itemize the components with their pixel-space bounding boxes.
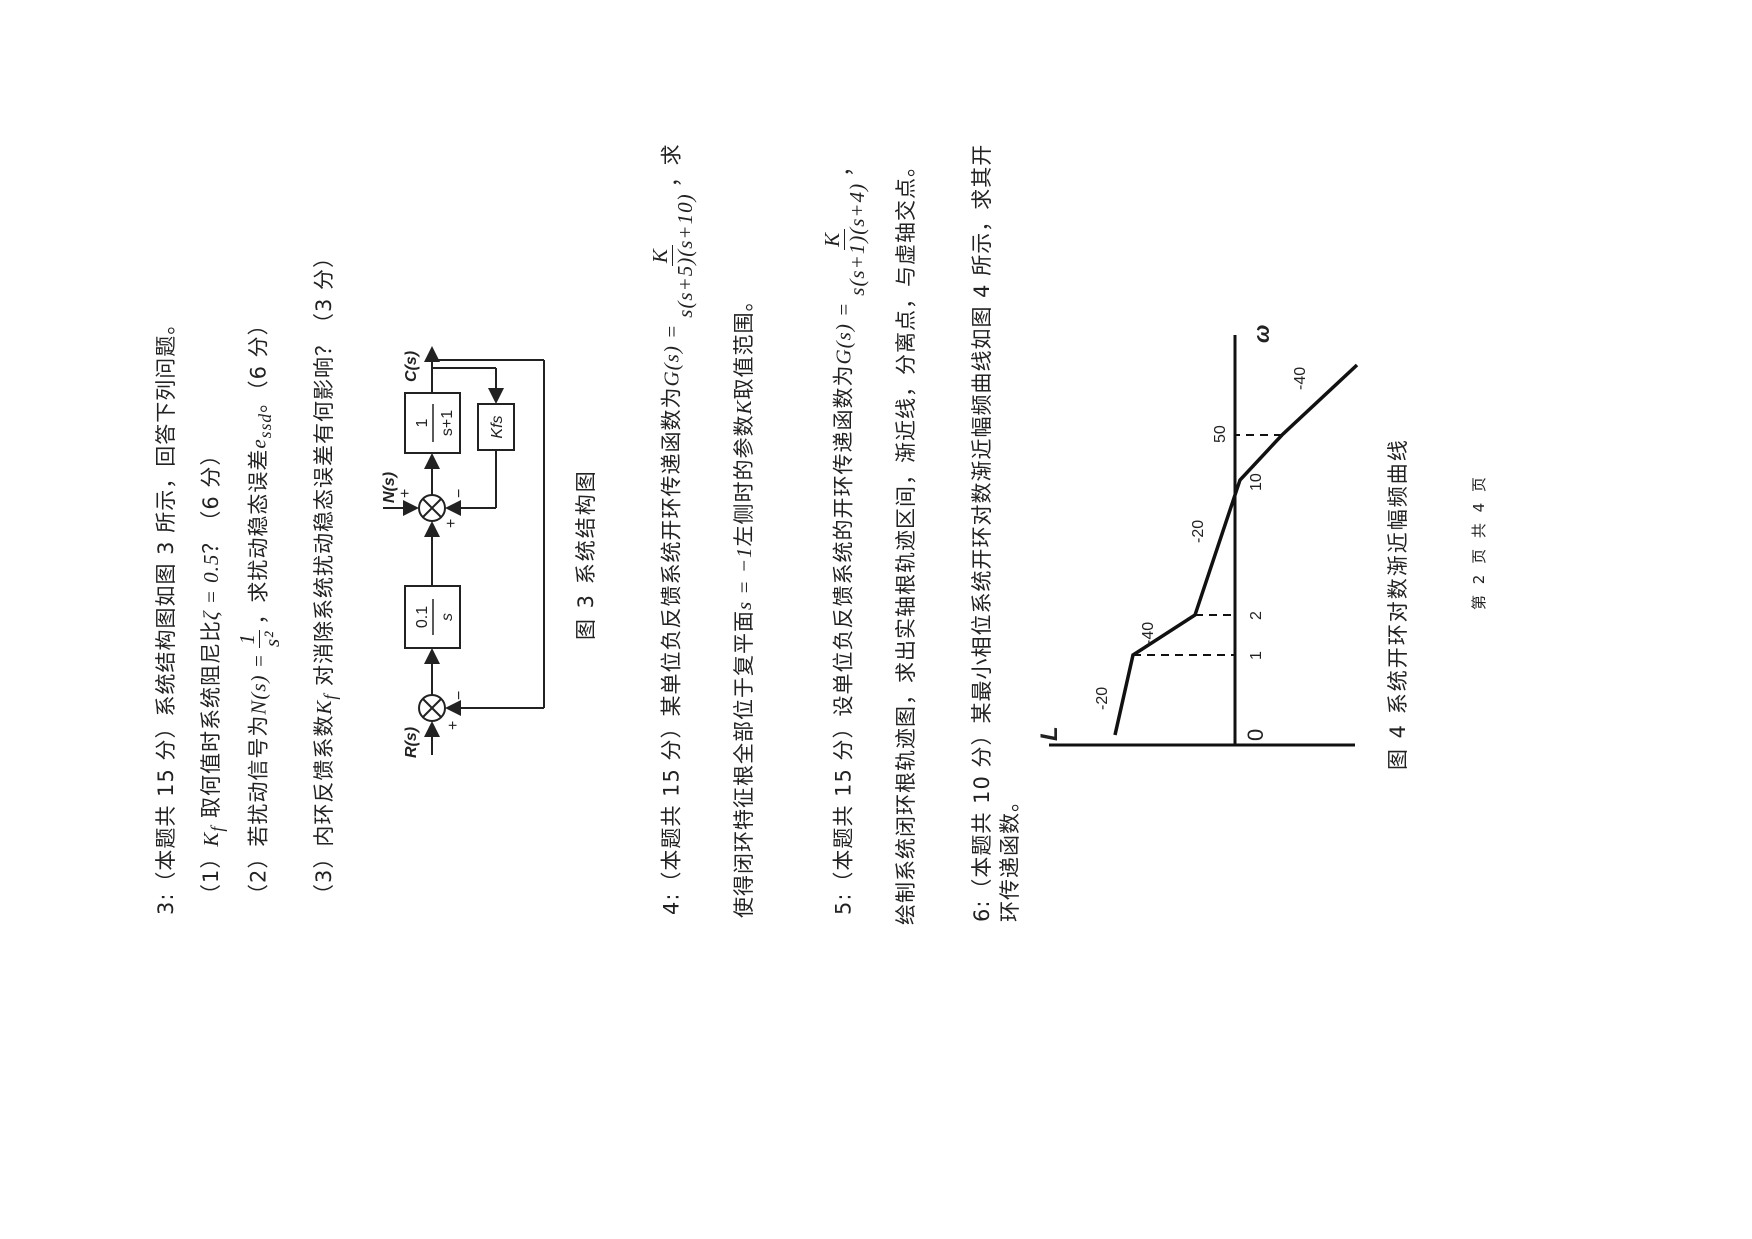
- omega-axis-label: ω: [1249, 325, 1274, 343]
- c-signal-label: C(s): [403, 351, 420, 382]
- figure-4-bode-plot: L 0 ω 1 2 10 50 -20 -40 -20 -40: [1035, 325, 1375, 765]
- q6-line1: 6:（本题共 10 分）某最小相位系统开环对数渐近幅频曲线如图 4 所示，求其开: [970, 143, 994, 922]
- q3-intro: 3:（本题共 15 分）系统结构图如图 3 所示，回答下列问题。: [154, 312, 178, 915]
- g2-denominator: s+1: [439, 410, 456, 436]
- sum1-plus: +: [445, 721, 462, 730]
- g1-numerator: 0.1: [414, 606, 431, 628]
- slope-label-4: -40: [1292, 367, 1309, 390]
- q5-line2: 绘制系统闭环根轨迹图，求出实轴根轨迹区间，渐近线，分离点，与虚轴交点。: [894, 155, 918, 925]
- slope-label-1: -20: [1094, 687, 1111, 710]
- bode-chart: L 0 ω 1 2 10 50 -20 -40 -20 -40: [1036, 325, 1359, 747]
- kf-block-label: Kfs: [489, 415, 506, 438]
- q3-part2: （2）若扰动信号为N(s) = 1 s² ，求扰动稳态误差essd。（6 分）: [235, 313, 285, 905]
- sum1-minus: −: [451, 691, 468, 700]
- figure-4-caption: 图 4 系统开环对数渐近幅频曲线: [1386, 438, 1410, 770]
- r-signal-label: R(s): [403, 727, 420, 758]
- q3-part3: （3）内环反馈系数Kf 对消除系统扰动稳态误差有何影响？（3 分）: [312, 246, 341, 905]
- tick-10: 10: [1248, 473, 1265, 491]
- sum2-plus-top: +: [397, 489, 414, 498]
- tick-1: 1: [1248, 651, 1265, 660]
- tick-2: 2: [1248, 611, 1265, 620]
- sum2-minus: −: [451, 489, 468, 498]
- q3-part1: （1）Kf 取何值时系统阻尼比ζ = 0.5？（6 分）: [199, 443, 228, 905]
- q4-line2: 使得闭环特征根全部位于复平面s = −1左侧时的参数K取值范围。: [732, 289, 756, 918]
- page-footer: 第 2 页 共 4 页: [1470, 474, 1488, 610]
- sum2-plus-left: +: [443, 519, 460, 528]
- g2-numerator: 1: [414, 418, 431, 427]
- origin-label: 0: [1243, 729, 1268, 741]
- g1-denominator: s: [439, 613, 456, 621]
- magnitude-curve: [1113, 363, 1359, 736]
- figure-3-caption: 图 3 系统结构图: [574, 469, 598, 640]
- q6-line2: 环传递函数。: [998, 790, 1022, 922]
- slope-label-3: -20: [1190, 520, 1207, 543]
- tick-50: 50: [1212, 425, 1229, 443]
- l-axis-label: L: [1036, 726, 1063, 741]
- slope-label-2: -40: [1140, 622, 1157, 645]
- figure-3-block-diagram: R(s) + − 0.1 s + + − N(s) 1 s+1 Kfs C(s): [380, 340, 570, 760]
- n-signal-label: N(s): [381, 472, 398, 503]
